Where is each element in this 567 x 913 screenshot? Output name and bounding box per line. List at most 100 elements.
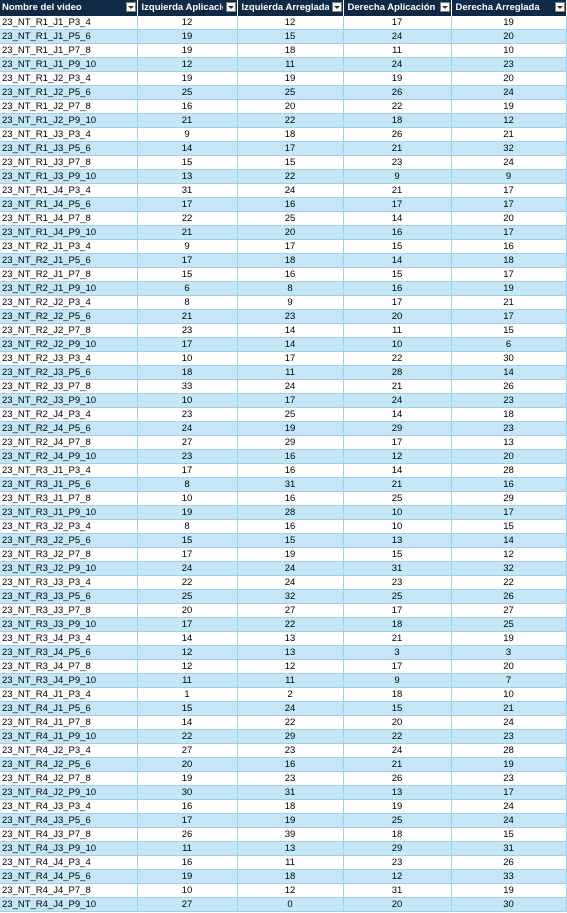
- derecha-arreglada-cell[interactable]: 12: [451, 113, 567, 129]
- izquierda-arreglada-cell[interactable]: 17: [237, 141, 344, 157]
- derecha-aplicacion-cell[interactable]: 13: [343, 533, 452, 549]
- video-name-cell[interactable]: 23_NT_R2_J2_P3_4: [0, 295, 138, 311]
- izquierda-arreglada-cell[interactable]: 15: [237, 155, 344, 171]
- izquierda-aplicacion-cell[interactable]: 25: [137, 589, 238, 605]
- derecha-aplicacion-cell[interactable]: 12: [343, 449, 452, 465]
- derecha-aplicacion-cell[interactable]: 17: [343, 435, 452, 451]
- derecha-arreglada-cell[interactable]: 9: [451, 169, 567, 185]
- video-name-cell[interactable]: 23_NT_R3_J1_P3_4: [0, 463, 138, 479]
- derecha-aplicacion-cell[interactable]: 23: [343, 855, 452, 871]
- derecha-aplicacion-cell[interactable]: 9: [343, 169, 452, 185]
- derecha-aplicacion-cell[interactable]: 21: [343, 757, 452, 773]
- izquierda-aplicacion-cell[interactable]: 10: [137, 393, 238, 409]
- video-name-cell[interactable]: 23_NT_R4_J3_P7_8: [0, 827, 138, 843]
- derecha-aplicacion-cell[interactable]: 25: [343, 589, 452, 605]
- izquierda-arreglada-cell[interactable]: 22: [237, 617, 344, 633]
- derecha-aplicacion-cell[interactable]: 14: [343, 463, 452, 479]
- izquierda-arreglada-cell[interactable]: 24: [237, 575, 344, 591]
- derecha-arreglada-cell[interactable]: 14: [451, 533, 567, 549]
- izquierda-aplicacion-cell[interactable]: 16: [137, 799, 238, 815]
- video-name-cell[interactable]: 23_NT_R3_J3_P3_4: [0, 575, 138, 591]
- derecha-arreglada-cell[interactable]: 26: [451, 379, 567, 395]
- derecha-arreglada-cell[interactable]: 26: [451, 855, 567, 871]
- derecha-arreglada-cell[interactable]: 20: [451, 71, 567, 87]
- izquierda-aplicacion-cell[interactable]: 17: [137, 337, 238, 353]
- izquierda-arreglada-cell[interactable]: 11: [237, 365, 344, 381]
- izquierda-arreglada-cell[interactable]: 16: [237, 757, 344, 773]
- izquierda-arreglada-cell[interactable]: 15: [237, 533, 344, 549]
- izquierda-aplicacion-cell[interactable]: 23: [137, 449, 238, 465]
- derecha-aplicacion-cell[interactable]: 10: [343, 337, 452, 353]
- derecha-arreglada-cell[interactable]: 20: [451, 211, 567, 227]
- izquierda-arreglada-cell[interactable]: 13: [237, 631, 344, 647]
- derecha-aplicacion-cell[interactable]: 10: [343, 505, 452, 521]
- izquierda-arreglada-cell[interactable]: 14: [237, 323, 344, 339]
- izquierda-arreglada-cell[interactable]: 2: [237, 687, 344, 703]
- filter-dropdown-icon[interactable]: [225, 2, 236, 12]
- izquierda-arreglada-cell[interactable]: 19: [237, 547, 344, 563]
- derecha-arreglada-cell[interactable]: 23: [451, 771, 567, 787]
- derecha-arreglada-cell[interactable]: 14: [451, 365, 567, 381]
- derecha-aplicacion-cell[interactable]: 14: [343, 407, 452, 423]
- izquierda-aplicacion-cell[interactable]: 8: [137, 477, 238, 493]
- izquierda-arreglada-cell[interactable]: 20: [237, 99, 344, 115]
- filter-dropdown-icon[interactable]: [439, 2, 450, 12]
- derecha-arreglada-cell[interactable]: 30: [451, 897, 567, 913]
- izquierda-aplicacion-cell[interactable]: 24: [137, 561, 238, 577]
- izquierda-arreglada-cell[interactable]: 15: [237, 29, 344, 45]
- derecha-arreglada-cell[interactable]: 17: [451, 225, 567, 241]
- derecha-aplicacion-cell[interactable]: 16: [343, 281, 452, 297]
- derecha-arreglada-cell[interactable]: 24: [451, 813, 567, 829]
- derecha-arreglada-cell[interactable]: 16: [451, 239, 567, 255]
- derecha-arreglada-cell[interactable]: 23: [451, 57, 567, 73]
- derecha-arreglada-cell[interactable]: 24: [451, 715, 567, 731]
- derecha-arreglada-cell[interactable]: 17: [451, 267, 567, 283]
- video-name-cell[interactable]: 23_NT_R2_J4_P7_8: [0, 435, 138, 451]
- izquierda-aplicacion-cell[interactable]: 33: [137, 379, 238, 395]
- izquierda-arreglada-cell[interactable]: 24: [237, 379, 344, 395]
- izquierda-arreglada-cell[interactable]: 18: [237, 43, 344, 59]
- video-name-cell[interactable]: 23_NT_R3_J4_P7_8: [0, 659, 138, 675]
- izquierda-aplicacion-cell[interactable]: 14: [137, 141, 238, 157]
- derecha-aplicacion-cell[interactable]: 15: [343, 547, 452, 563]
- izquierda-arreglada-cell[interactable]: 16: [237, 197, 344, 213]
- derecha-aplicacion-cell[interactable]: 24: [343, 57, 452, 73]
- izquierda-aplicacion-cell[interactable]: 9: [137, 239, 238, 255]
- izquierda-arreglada-cell[interactable]: 25: [237, 85, 344, 101]
- izquierda-aplicacion-cell[interactable]: 23: [137, 323, 238, 339]
- video-name-cell[interactable]: 23_NT_R3_J2_P5_6: [0, 533, 138, 549]
- derecha-arreglada-cell[interactable]: 26: [451, 589, 567, 605]
- derecha-arreglada-cell[interactable]: 31: [451, 841, 567, 857]
- derecha-arreglada-cell[interactable]: 19: [451, 883, 567, 899]
- izquierda-arreglada-cell[interactable]: 14: [237, 337, 344, 353]
- video-name-cell[interactable]: 23_NT_R4_J1_P5_6: [0, 701, 138, 717]
- derecha-aplicacion-cell[interactable]: 24: [343, 743, 452, 759]
- izquierda-aplicacion-cell[interactable]: 12: [137, 659, 238, 675]
- filter-dropdown-icon[interactable]: [554, 2, 565, 12]
- derecha-arreglada-cell[interactable]: 20: [451, 29, 567, 45]
- derecha-aplicacion-cell[interactable]: 3: [343, 645, 452, 661]
- izquierda-aplicacion-cell[interactable]: 17: [137, 547, 238, 563]
- video-name-cell[interactable]: 23_NT_R2_J4_P3_4: [0, 407, 138, 423]
- derecha-aplicacion-cell[interactable]: 13: [343, 785, 452, 801]
- izquierda-arreglada-cell[interactable]: 29: [237, 729, 344, 745]
- derecha-arreglada-cell[interactable]: 10: [451, 687, 567, 703]
- video-name-cell[interactable]: 23_NT_R2_J3_P5_6: [0, 365, 138, 381]
- izquierda-aplicacion-cell[interactable]: 8: [137, 295, 238, 311]
- derecha-arreglada-cell[interactable]: 32: [451, 561, 567, 577]
- izquierda-aplicacion-cell[interactable]: 17: [137, 463, 238, 479]
- derecha-arreglada-cell[interactable]: 7: [451, 673, 567, 689]
- video-name-cell[interactable]: 23_NT_R2_J2_P9_10: [0, 337, 138, 353]
- izquierda-arreglada-cell[interactable]: 8: [237, 281, 344, 297]
- video-name-cell[interactable]: 23_NT_R4_J2_P7_8: [0, 771, 138, 787]
- izquierda-arreglada-cell[interactable]: 18: [237, 869, 344, 885]
- izquierda-arreglada-cell[interactable]: 19: [237, 71, 344, 87]
- video-name-cell[interactable]: 23_NT_R2_J3_P9_10: [0, 393, 138, 409]
- derecha-aplicacion-cell[interactable]: 17: [343, 603, 452, 619]
- derecha-arreglada-cell[interactable]: 23: [451, 393, 567, 409]
- izquierda-aplicacion-cell[interactable]: 19: [137, 71, 238, 87]
- video-name-cell[interactable]: 23_NT_R1_J3_P9_10: [0, 169, 138, 185]
- derecha-arreglada-cell[interactable]: 17: [451, 309, 567, 325]
- video-name-cell[interactable]: 23_NT_R3_J1_P7_8: [0, 491, 138, 507]
- izquierda-aplicacion-cell[interactable]: 8: [137, 519, 238, 535]
